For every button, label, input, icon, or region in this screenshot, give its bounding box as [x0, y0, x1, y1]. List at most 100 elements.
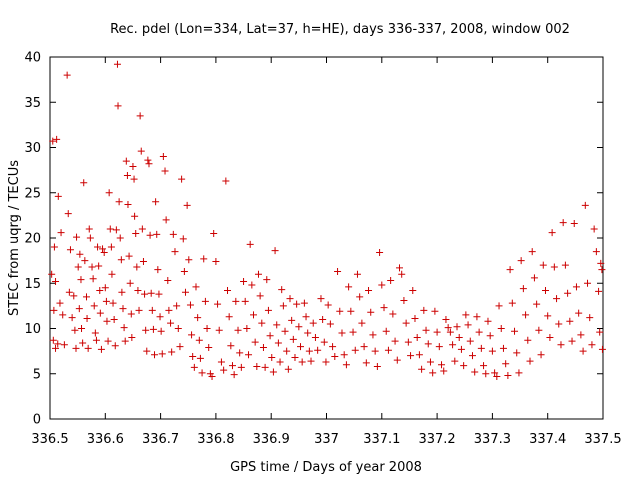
data-point-marker [319, 315, 327, 323]
data-point-marker [57, 229, 65, 237]
data-point-marker [524, 336, 532, 344]
data-point-marker [217, 358, 225, 366]
data-point-marker [395, 264, 403, 272]
data-point-marker [248, 281, 256, 289]
data-point-marker [111, 342, 119, 350]
data-point-marker [161, 167, 169, 175]
data-point-marker [54, 192, 62, 200]
data-point-marker [300, 299, 308, 307]
x-tick-label: 337.3 [474, 432, 511, 447]
data-point-marker [138, 225, 146, 233]
x-tick-label: 337.2 [418, 432, 455, 447]
data-point-marker [100, 248, 108, 256]
data-point-marker [561, 261, 569, 269]
data-point-marker [293, 300, 301, 308]
data-point-marker [151, 351, 159, 359]
x-tick-label: 337 [314, 432, 339, 447]
data-point-marker [65, 288, 73, 296]
data-point-marker [295, 323, 303, 331]
data-point-marker [424, 340, 432, 348]
data-point-marker [71, 326, 79, 334]
data-points [48, 60, 606, 380]
data-point-marker [389, 310, 397, 318]
data-point-marker [79, 339, 87, 347]
data-point-marker [254, 270, 262, 278]
data-point-marker [444, 324, 452, 332]
data-point-marker [158, 350, 166, 358]
data-point-marker [145, 160, 153, 168]
data-point-marker [64, 210, 72, 218]
data-point-marker [227, 342, 235, 350]
data-point-marker [117, 256, 125, 264]
y-tick-label: 5 [33, 367, 41, 382]
data-point-marker [449, 341, 457, 349]
data-point-marker [144, 156, 152, 164]
data-point-marker [597, 259, 605, 267]
data-point-marker [528, 248, 536, 256]
data-point-marker [154, 266, 162, 274]
data-point-marker [311, 334, 319, 342]
data-point-marker [153, 230, 161, 238]
data-point-marker [141, 290, 149, 298]
data-point-marker [78, 325, 86, 332]
data-point-marker [398, 270, 406, 278]
data-point-marker [142, 326, 150, 334]
data-point-marker [224, 286, 232, 294]
data-point-marker [598, 266, 606, 274]
data-point-marker [515, 369, 523, 377]
data-point-marker [471, 368, 479, 376]
x-tick-label: 336.8 [197, 432, 234, 447]
data-point-marker [137, 147, 145, 155]
data-point-marker [264, 306, 272, 314]
data-point-marker [577, 331, 585, 339]
data-point-marker [68, 314, 76, 322]
data-point-marker [196, 354, 204, 362]
data-point-marker [380, 304, 388, 312]
data-point-marker [588, 341, 596, 349]
data-point-marker [460, 362, 468, 370]
data-point-marker [358, 319, 366, 327]
data-point-marker [89, 275, 97, 283]
data-point-marker [97, 345, 105, 353]
data-point-marker [251, 338, 259, 346]
data-point-marker [147, 289, 155, 297]
data-point-marker [351, 346, 359, 354]
data-point-marker [530, 274, 538, 282]
data-point-marker [584, 279, 592, 287]
data-point-marker [156, 313, 164, 321]
x-tick-label: 337.1 [363, 432, 400, 447]
data-point-marker [324, 301, 332, 309]
data-point-marker [92, 336, 100, 344]
data-point-marker [107, 243, 115, 251]
data-point-marker [80, 179, 88, 187]
data-point-marker [131, 212, 139, 220]
data-point-marker [338, 329, 346, 337]
data-point-marker [345, 283, 353, 291]
data-point-marker [126, 279, 134, 287]
data-point-marker [85, 225, 93, 233]
data-point-marker [317, 295, 325, 303]
data-point-marker [134, 286, 142, 294]
data-point-marker [241, 297, 249, 305]
data-point-marker [283, 347, 291, 355]
data-point-marker [113, 60, 121, 68]
data-point-marker [409, 286, 417, 294]
data-point-marker [133, 263, 141, 271]
data-point-marker [119, 305, 127, 313]
data-point-marker [200, 255, 208, 263]
data-point-marker [139, 258, 147, 266]
data-point-marker [136, 112, 144, 120]
data-point-marker [53, 135, 61, 143]
data-point-marker [418, 365, 426, 373]
data-point-marker [298, 358, 306, 366]
data-point-marker [258, 319, 266, 327]
data-point-marker [320, 338, 328, 346]
data-point-marker [48, 270, 56, 278]
data-point-marker [66, 246, 74, 254]
data-point-marker [438, 361, 446, 369]
data-point-marker [309, 319, 317, 327]
data-point-marker [519, 285, 527, 293]
data-point-marker [466, 337, 474, 345]
data-point-marker [347, 307, 355, 315]
data-point-marker [495, 302, 503, 310]
